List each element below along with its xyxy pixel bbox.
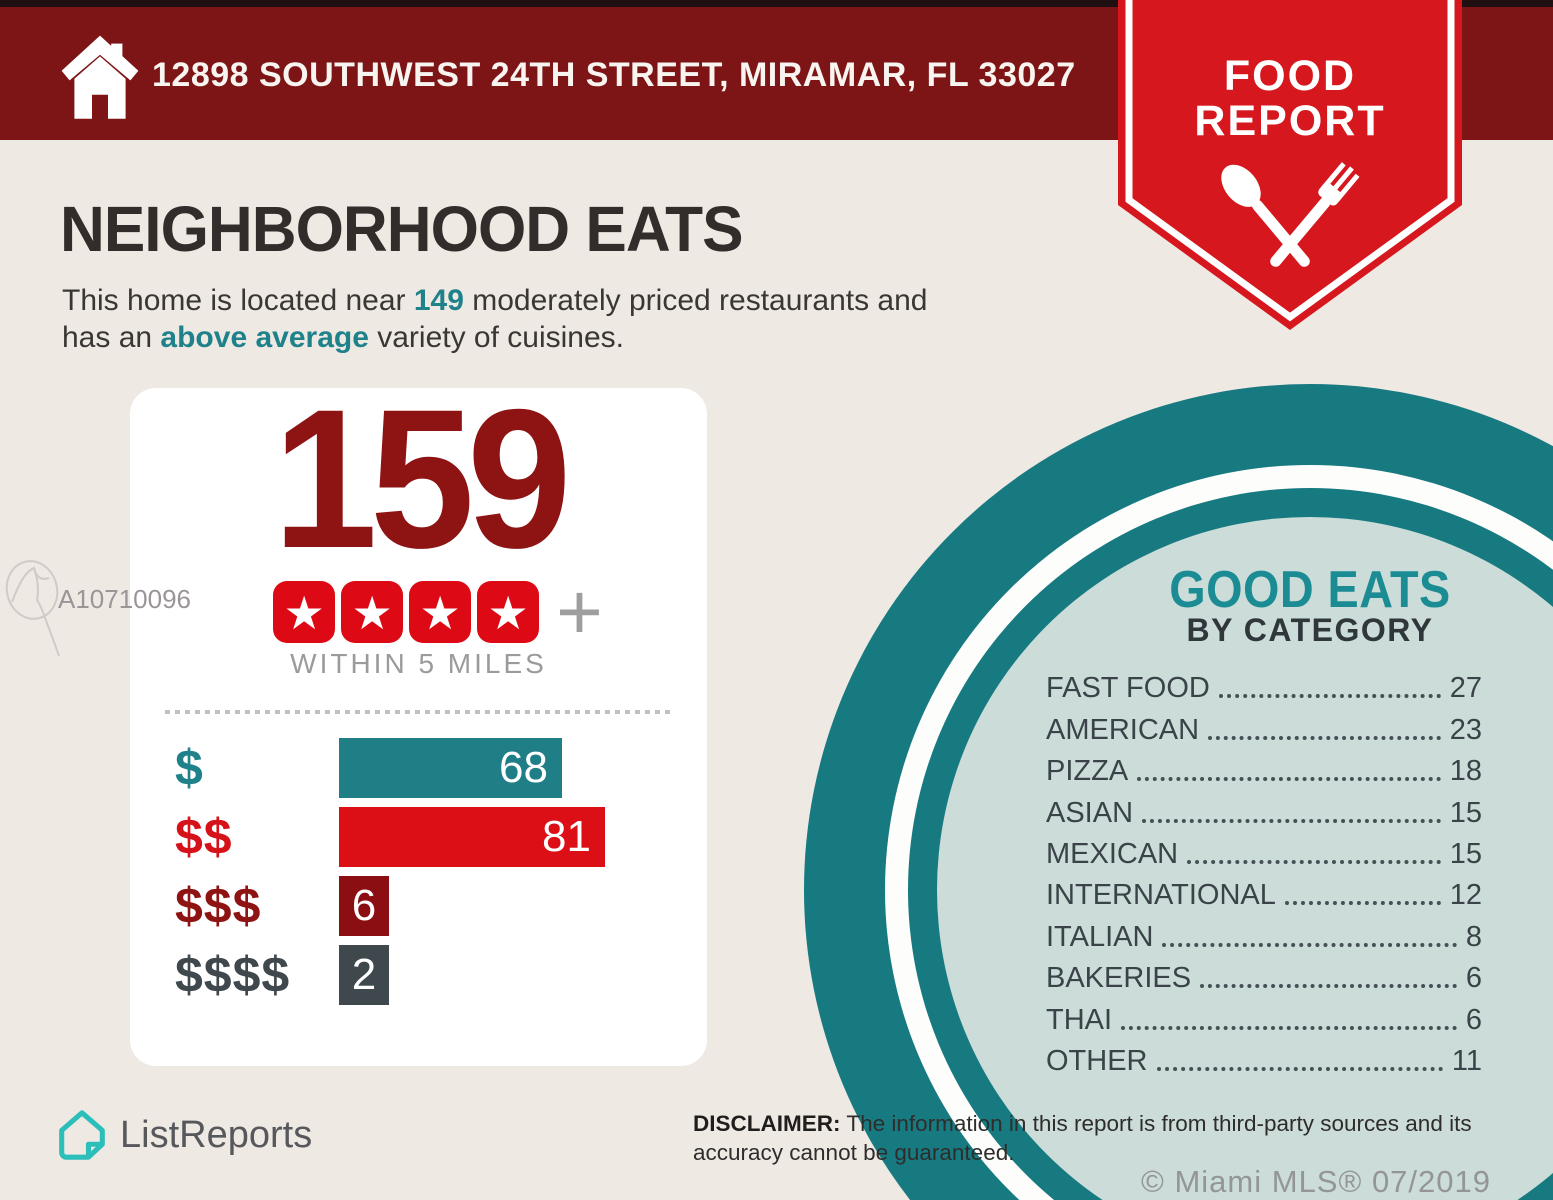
dot-leader <box>1200 984 1457 989</box>
disclaimer-body: The information in this report is from t… <box>693 1111 1472 1165</box>
bar-value: 81 <box>542 812 591 861</box>
star-rating: ★ ★ ★ ★ + <box>166 567 707 656</box>
dot-leader <box>1284 901 1441 906</box>
category-value: 15 <box>1449 796 1482 829</box>
category-label: FAST FOOD <box>1046 672 1210 705</box>
price-tier-row: $$$ 6 <box>175 876 675 936</box>
price-tier-label: $$$ <box>175 878 262 934</box>
category-row: MEXICAN 15 <box>1046 832 1482 873</box>
good-eats-subtitle: BY CATEGORY <box>1186 612 1434 648</box>
dot-leader <box>1162 942 1457 947</box>
price-tier-row: $$ 81 <box>175 807 675 867</box>
intro-text-part: This home is located near <box>62 284 414 317</box>
star-icon: ★ <box>409 581 472 643</box>
price-bar: 2 <box>339 945 389 1005</box>
category-label: ITALIAN <box>1046 920 1154 953</box>
total-restaurant-count: 159 <box>272 368 572 589</box>
restaurant-stats-card: 159 ★ ★ ★ ★ + WITHIN 5 MILES $ 68 $$ 81 … <box>130 368 707 1066</box>
category-value: 6 <box>1465 1003 1482 1036</box>
listing-id-watermark: A10710096 <box>58 584 192 614</box>
price-tier-row: $ 68 <box>175 738 675 798</box>
price-tier-chart: $ 68 $$ 81 $$$ 6 $$$$ 2 <box>175 738 675 1014</box>
category-row: PIZZA 18 <box>1046 749 1482 790</box>
star-icon: ★ <box>341 581 404 643</box>
house-icon <box>61 35 139 119</box>
category-label: THAI <box>1046 1003 1113 1036</box>
bar-value: 68 <box>499 743 548 792</box>
category-label: MEXICAN <box>1046 837 1179 870</box>
intro-text-part: moderately priced restaurants and <box>463 284 928 317</box>
price-tier-label: $ <box>175 740 204 796</box>
category-row: OTHER 11 <box>1046 1039 1482 1080</box>
category-row: AMERICAN 23 <box>1046 707 1482 748</box>
crossed-spoon-fork-icon <box>1221 162 1360 267</box>
intro-text: This home is located near 149 moderately… <box>62 282 928 356</box>
dot-leader <box>1156 1066 1443 1071</box>
category-label: INTERNATIONAL <box>1046 879 1276 912</box>
listreports-logo: ListReports <box>58 1108 312 1162</box>
category-value: 12 <box>1449 879 1482 912</box>
variety-highlight: above average <box>160 321 369 354</box>
price-bar: 6 <box>339 876 389 936</box>
category-row: THAI 6 <box>1046 997 1482 1038</box>
category-list: FAST FOOD 27 AMERICAN 23 PIZZA 18 ASIAN 15 M… <box>1046 666 1482 1080</box>
disclaimer-text: DISCLAIMER: The information in this repo… <box>693 1110 1493 1167</box>
category-row: ASIAN 15 <box>1046 790 1482 831</box>
category-row: FAST FOOD 27 <box>1046 666 1482 707</box>
good-eats-title: GOOD EATS <box>1169 561 1451 619</box>
category-value: 8 <box>1465 920 1482 953</box>
listreports-house-icon <box>59 1110 105 1160</box>
price-tier-label: $$$$ <box>175 947 291 1003</box>
page-title: NEIGHBORHOOD EATS <box>60 193 743 265</box>
top-border-line <box>0 0 1553 7</box>
category-row: INTERNATIONAL 12 <box>1046 873 1482 914</box>
dot-leader <box>1208 735 1441 740</box>
radius-label: WITHIN 5 MILES <box>290 648 547 679</box>
category-label: OTHER <box>1046 1044 1148 1077</box>
dot-leader <box>1121 1025 1457 1030</box>
category-value: 23 <box>1449 713 1482 746</box>
category-value: 27 <box>1449 672 1482 705</box>
price-bar: 81 <box>339 807 605 867</box>
dot-leader <box>1142 818 1441 823</box>
category-value: 18 <box>1449 755 1482 788</box>
bar-value: 6 <box>351 881 377 930</box>
intro-text-part: variety of cuisines. <box>368 321 624 354</box>
price-tier-label: $$ <box>175 809 233 865</box>
dashed-divider <box>165 710 673 714</box>
category-value: 6 <box>1465 962 1482 995</box>
plus-sign: + <box>556 567 603 656</box>
ribbon-title-line1: FOOD <box>1224 52 1356 100</box>
disclaimer-label: DISCLAIMER: <box>693 1111 841 1136</box>
bar-value: 2 <box>351 950 377 999</box>
star-icon: ★ <box>477 581 540 643</box>
category-label: PIZZA <box>1046 755 1129 788</box>
category-value: 15 <box>1449 837 1482 870</box>
food-report-ribbon: FOOD REPORT <box>1118 0 1462 330</box>
dot-leader <box>1187 859 1441 864</box>
intro-text-part: has an <box>62 321 161 354</box>
mls-watermark-logo <box>5 560 60 657</box>
star-icon: ★ <box>273 581 336 643</box>
ribbon-title-line2: REPORT <box>1194 97 1385 145</box>
property-address: 12898 SOUTHWEST 24TH STREET, MIRAMAR, FL… <box>152 56 1076 94</box>
category-label: AMERICAN <box>1046 713 1200 746</box>
restaurant-count-highlight: 149 <box>413 284 464 317</box>
category-row: BAKERIES 6 <box>1046 956 1482 997</box>
category-row: ITALIAN 8 <box>1046 914 1482 955</box>
price-bar: 68 <box>339 738 562 798</box>
dot-leader <box>1218 694 1441 699</box>
category-value: 11 <box>1451 1044 1482 1077</box>
category-label: BAKERIES <box>1046 962 1192 995</box>
dot-leader <box>1137 777 1441 782</box>
mls-credit-watermark: © Miami MLS® 07/2019 <box>1141 1164 1491 1199</box>
price-tier-row: $$$$ 2 <box>175 945 675 1005</box>
category-label: ASIAN <box>1046 796 1134 829</box>
listreports-wordmark: ListReports <box>120 1113 313 1156</box>
